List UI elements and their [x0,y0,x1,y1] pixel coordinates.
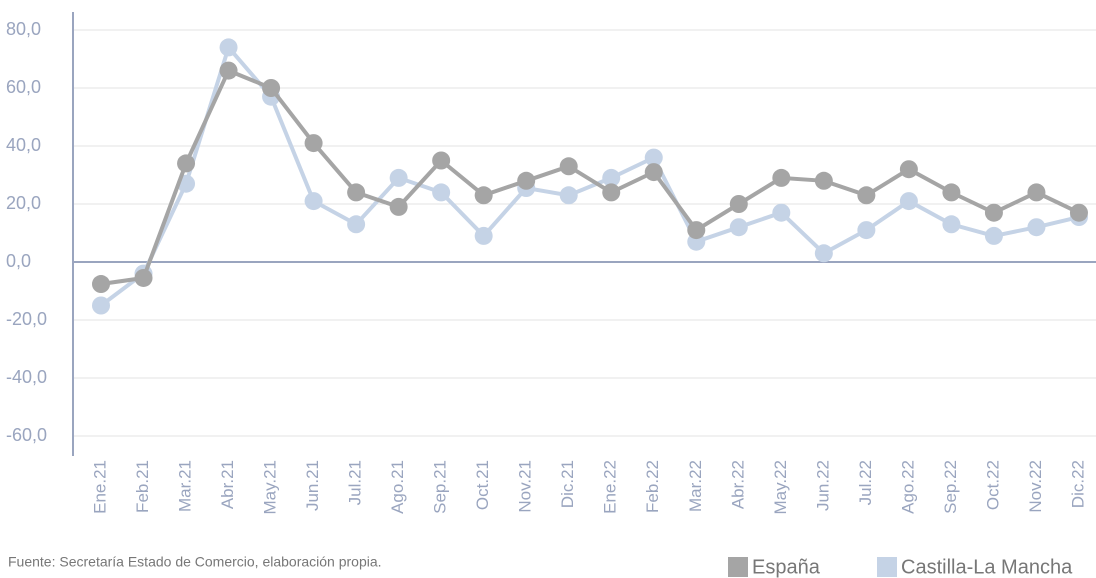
x-tick-label: Dic.22 [1068,460,1087,508]
data-point [1027,183,1046,202]
data-point [432,183,451,202]
data-point [857,221,876,240]
y-tick-label: 0,0 [6,251,31,271]
data-point [432,151,451,170]
data-point [772,168,791,187]
x-tick-label: Mar.21 [176,460,195,512]
data-point [134,268,153,287]
source-note: Fuente: Secretaría Estado de Comercio, e… [8,554,382,570]
x-tick-label: Oct.22 [983,460,1002,510]
data-point [559,157,578,176]
data-point [389,168,408,187]
x-tick-label: Abr.22 [728,460,747,509]
x-tick-label: Abr.21 [218,460,237,509]
x-tick-label: Ene.21 [90,460,109,514]
data-point [687,221,706,240]
y-tick-label: 60,0 [6,77,41,97]
data-point [389,197,408,216]
data-point [219,61,238,80]
x-tick-label: Dic.21 [558,460,577,508]
x-tick-label: May.22 [771,460,790,515]
x-tick-label: May.21 [261,460,280,515]
data-point [304,134,323,153]
y-tick-label: 40,0 [6,135,41,155]
data-point [177,154,196,173]
legend-swatch [728,557,748,577]
data-point [942,215,961,234]
data-point [219,38,238,57]
data-point [729,218,748,237]
data-point [92,275,110,294]
x-tick-label: Jul.22 [856,460,875,505]
data-point [857,186,876,205]
data-point [899,192,918,211]
y-tick-label: 80,0 [6,19,41,39]
x-tick-label: Ene.22 [601,460,620,514]
data-point [602,168,621,187]
data-point [984,203,1003,222]
data-point [262,79,281,97]
data-point [559,186,578,205]
data-point [644,148,663,167]
legend-label: Castilla-La Mancha [901,556,1073,578]
y-tick-label: 20,0 [6,193,41,213]
y-tick-label: -20,0 [6,309,47,329]
x-tick-label: Sep.21 [431,460,450,514]
x-tick-label: Feb.21 [133,460,152,513]
x-tick-label: Feb.22 [643,460,662,513]
x-tick-label: Ago.21 [388,460,407,514]
series-line [99,43,1080,308]
data-point [942,183,961,202]
x-tick-label: Jun.21 [303,460,322,511]
y-tick-label: -60,0 [6,425,47,445]
data-point [92,296,110,315]
x-tick-label: Jun.22 [813,460,832,511]
data-point [304,192,323,211]
data-point [474,226,493,245]
data-point [772,203,791,222]
data-point [474,186,493,205]
y-tick-label: -40,0 [6,367,47,387]
data-point [347,215,366,234]
data-point [729,195,748,213]
data-point [602,183,621,202]
x-tick-label: Sep.22 [941,460,960,514]
data-point [814,171,833,190]
data-point [644,163,663,182]
data-point [1069,203,1088,222]
legend-swatch [877,557,897,577]
x-tick-label: Ago.22 [898,460,917,514]
x-tick-label: Mar.22 [686,460,705,512]
series-line [100,68,1080,287]
legend-label: España [752,556,821,578]
data-point [899,160,918,179]
x-tick-label: Nov.21 [516,460,535,513]
data-point [984,226,1003,245]
data-point [1027,218,1046,237]
x-tick-label: Oct.21 [473,460,492,510]
data-point [814,244,833,263]
x-tick-label: Jul.21 [346,460,365,505]
x-tick-label: Nov.22 [1026,460,1045,513]
data-point [517,171,536,190]
data-point [347,183,366,202]
